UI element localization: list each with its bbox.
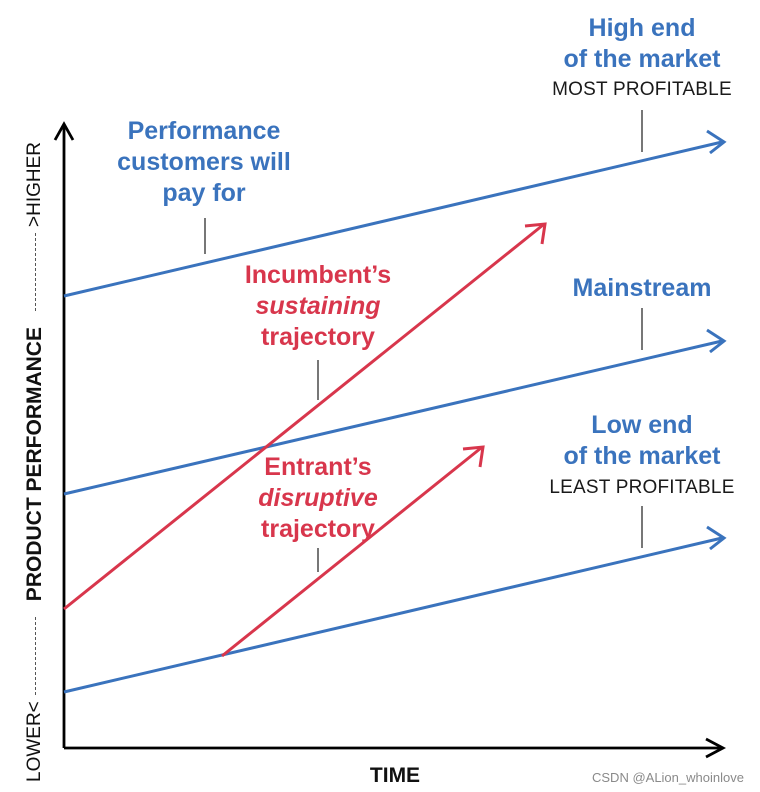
performance-label-line-3: pay for xyxy=(162,179,246,207)
mainstream-label: Mainstream xyxy=(572,274,712,302)
high-end-label: High end of the market xyxy=(542,13,742,75)
y-axis-label-group: LOWER < PRODUCT PERFORMANCE > HIGHER xyxy=(23,142,47,782)
incumbent-label-line-1: Incumbent’s xyxy=(244,261,392,289)
y-axis-upper-dashes xyxy=(34,233,36,312)
performance-label: Performance customers will pay for xyxy=(104,116,304,209)
entrant-label: Entrant’s disruptive trajectory xyxy=(208,452,428,545)
y-axis-lower-label: LOWER xyxy=(24,712,45,782)
low-end-arrowhead xyxy=(706,525,727,551)
entrant-label-line-2: disruptive xyxy=(258,484,378,512)
high-end-label-line-1: High end xyxy=(588,14,696,42)
entrant-label-line-1: Entrant’s xyxy=(264,453,372,481)
incumbent-label-line-2-wrap: sustaining xyxy=(208,291,428,322)
high-end-arrowhead xyxy=(706,129,727,155)
performance-label-line-2: customers will xyxy=(117,148,291,176)
y-axis-higher-label: HIGHER xyxy=(24,141,45,216)
entrant-arrowhead xyxy=(462,445,485,468)
high-end-label-line-2: of the market xyxy=(563,45,721,73)
y-axis-upper-arrow: > xyxy=(24,215,45,227)
y-axis-arrowhead xyxy=(53,121,75,141)
high-end-market-line xyxy=(63,140,723,298)
low-end-label-line-2: of the market xyxy=(563,442,721,470)
incumbent-label-line-3: trajectory xyxy=(261,323,375,351)
incumbent-label: Incumbent’s sustaining trajectory xyxy=(208,260,428,353)
y-axis-lower-arrow: < xyxy=(24,701,45,713)
incumbent-sustaining-trajectory-line xyxy=(63,223,544,611)
incumbent-label-line-2: sustaining xyxy=(255,292,381,320)
low-end-label-line-1: Low end xyxy=(591,411,693,439)
low-end-market-line xyxy=(63,536,723,694)
entrant-disruptive-trajectory-line xyxy=(221,446,482,658)
performance-label-line-1: Performance xyxy=(127,117,281,145)
x-axis-arrowhead xyxy=(705,737,726,759)
incumbent-arrowhead xyxy=(524,222,547,245)
low-end-label: Low end of the market xyxy=(542,410,742,472)
y-axis-title: PRODUCT PERFORMANCE xyxy=(23,327,46,602)
watermark: CSDN @ALion_whoinlove xyxy=(592,770,744,785)
entrant-label-line-3: trajectory xyxy=(261,515,375,543)
mainstream-arrowhead xyxy=(706,328,727,354)
mainstream-market-line xyxy=(63,339,723,496)
least-profitable-label: LEAST PROFITABLE xyxy=(549,477,735,498)
entrant-label-line-2-wrap: disruptive xyxy=(208,483,428,514)
y-axis-lower-dashes xyxy=(34,617,36,696)
x-axis-title: TIME xyxy=(369,764,421,787)
most-profitable-label: MOST PROFITABLE xyxy=(552,79,732,100)
